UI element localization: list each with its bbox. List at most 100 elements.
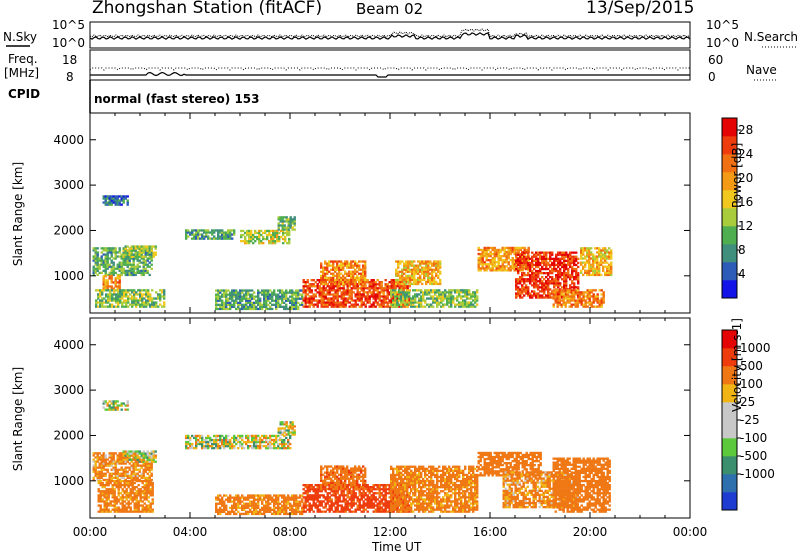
power-cell — [466, 293, 469, 296]
power-cell — [302, 297, 305, 300]
power-cell — [94, 255, 97, 258]
power-cell — [282, 242, 285, 245]
velocity-cell — [129, 494, 132, 497]
velocity-cell — [112, 460, 115, 463]
power-cell — [555, 278, 558, 281]
power-cell — [541, 290, 544, 293]
power-cell — [527, 251, 530, 254]
power-cell — [549, 255, 552, 258]
power-cell — [147, 303, 150, 306]
power-cell — [419, 280, 422, 284]
velocity-cell — [253, 442, 256, 446]
power-cell — [392, 291, 395, 294]
power-cell — [126, 245, 129, 248]
power-cell — [430, 305, 433, 308]
velocity-cell — [104, 456, 107, 459]
power-cell — [266, 229, 269, 233]
power-cell — [297, 291, 300, 294]
power-cell — [559, 251, 562, 254]
power-cell — [92, 259, 95, 262]
power-cell — [348, 278, 351, 282]
velocity-cell — [237, 496, 240, 499]
power-cell — [328, 303, 331, 306]
power-cell — [466, 305, 469, 308]
velocity-cell — [139, 498, 142, 501]
velocity-cell — [127, 492, 130, 495]
power-cell — [409, 282, 412, 286]
velocity-cell — [120, 408, 123, 411]
power-cell — [553, 265, 556, 269]
power-cell — [352, 285, 355, 288]
power-cell — [554, 297, 557, 300]
velocity-cell — [289, 447, 292, 450]
power-cell — [102, 279, 105, 282]
power-cell — [529, 265, 532, 269]
power-cell — [600, 257, 603, 260]
power-cell — [452, 301, 455, 304]
power-cell — [558, 299, 561, 302]
velocity-cell — [142, 464, 145, 467]
velocity-cell — [140, 460, 143, 463]
power-cell — [499, 269, 502, 272]
velocity-cell — [127, 502, 130, 505]
power-cell — [229, 295, 232, 298]
velocity-cell — [99, 490, 102, 493]
power-cell — [537, 286, 540, 289]
velocity-cell — [104, 458, 107, 461]
power-cell — [338, 303, 341, 306]
power-cell — [594, 305, 597, 308]
power-cell — [112, 265, 115, 268]
power-cell — [221, 305, 224, 308]
power-cell — [102, 263, 105, 266]
velocity-cell — [277, 429, 280, 432]
power-cell — [354, 260, 357, 263]
power-cell — [513, 267, 516, 270]
power-cell — [241, 299, 244, 302]
power-cell — [493, 261, 496, 264]
power-cell — [402, 295, 405, 298]
power-cell — [495, 265, 498, 268]
power-cell — [278, 235, 281, 239]
power-cell — [472, 291, 475, 294]
power-cell — [537, 269, 540, 273]
power-cell — [103, 297, 106, 300]
power-cell — [446, 297, 449, 300]
power-cell — [185, 229, 188, 232]
power-cell — [531, 272, 534, 275]
power-cell — [588, 293, 591, 296]
power-cell — [477, 252, 480, 256]
power-cell — [330, 297, 333, 300]
power-cell — [547, 263, 550, 267]
power-cell — [458, 301, 461, 304]
power-cell — [350, 274, 353, 277]
power-cell — [116, 201, 119, 204]
power-cell — [557, 276, 560, 279]
power-cell — [201, 229, 204, 232]
power-cell — [588, 271, 591, 274]
power-cell — [145, 293, 148, 296]
power-cell — [332, 280, 335, 284]
power-cell — [537, 261, 540, 265]
power-cell — [272, 235, 275, 239]
power-cell — [563, 284, 566, 287]
power-cell — [567, 255, 570, 258]
velocity-cell — [119, 481, 122, 485]
power-cell — [358, 260, 361, 263]
power-cell — [112, 261, 115, 264]
power-cell — [152, 251, 155, 254]
power-cell — [136, 255, 139, 258]
power-cell — [101, 301, 104, 304]
velocity-cell — [140, 472, 143, 475]
power-cell — [420, 303, 423, 306]
power-cell — [358, 305, 361, 308]
power-cell — [352, 276, 355, 279]
velocity-cell — [145, 484, 148, 487]
power-cell — [525, 255, 528, 258]
velocity-cell — [143, 508, 146, 511]
power-cell — [582, 261, 585, 264]
velocity-cell — [139, 492, 142, 495]
power-cell — [267, 295, 270, 298]
power-cell — [124, 269, 127, 272]
power-cell — [316, 305, 319, 308]
velocity-cell — [123, 479, 126, 483]
